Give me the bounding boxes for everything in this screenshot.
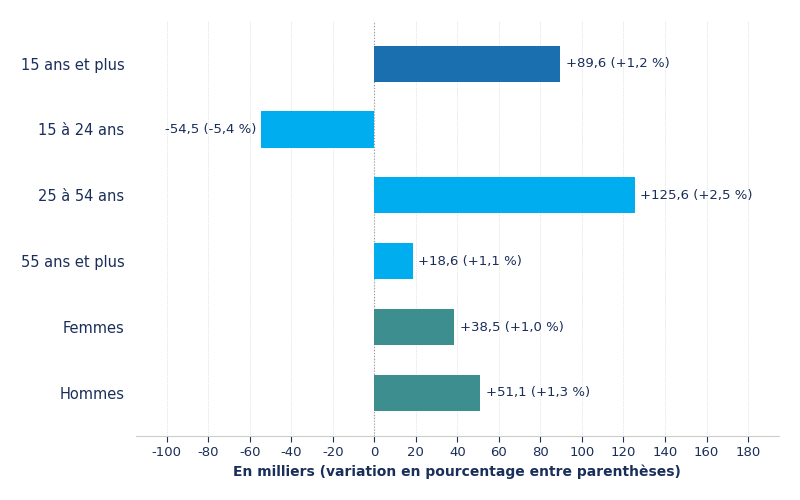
X-axis label: En milliers (variation en pourcentage entre parenthèses): En milliers (variation en pourcentage en…: [234, 464, 682, 479]
Text: +38,5 (+1,0 %): +38,5 (+1,0 %): [459, 320, 563, 334]
Bar: [374, 177, 635, 214]
Bar: [374, 375, 481, 411]
Bar: [374, 309, 454, 345]
Text: +125,6 (+2,5 %): +125,6 (+2,5 %): [640, 189, 753, 202]
Text: +51,1 (+1,3 %): +51,1 (+1,3 %): [486, 386, 590, 400]
Bar: [374, 46, 560, 82]
Text: +18,6 (+1,1 %): +18,6 (+1,1 %): [418, 254, 522, 268]
Text: +89,6 (+1,2 %): +89,6 (+1,2 %): [566, 57, 670, 70]
Bar: [262, 112, 374, 148]
Text: -54,5 (-5,4 %): -54,5 (-5,4 %): [165, 123, 256, 136]
Bar: [374, 243, 413, 280]
